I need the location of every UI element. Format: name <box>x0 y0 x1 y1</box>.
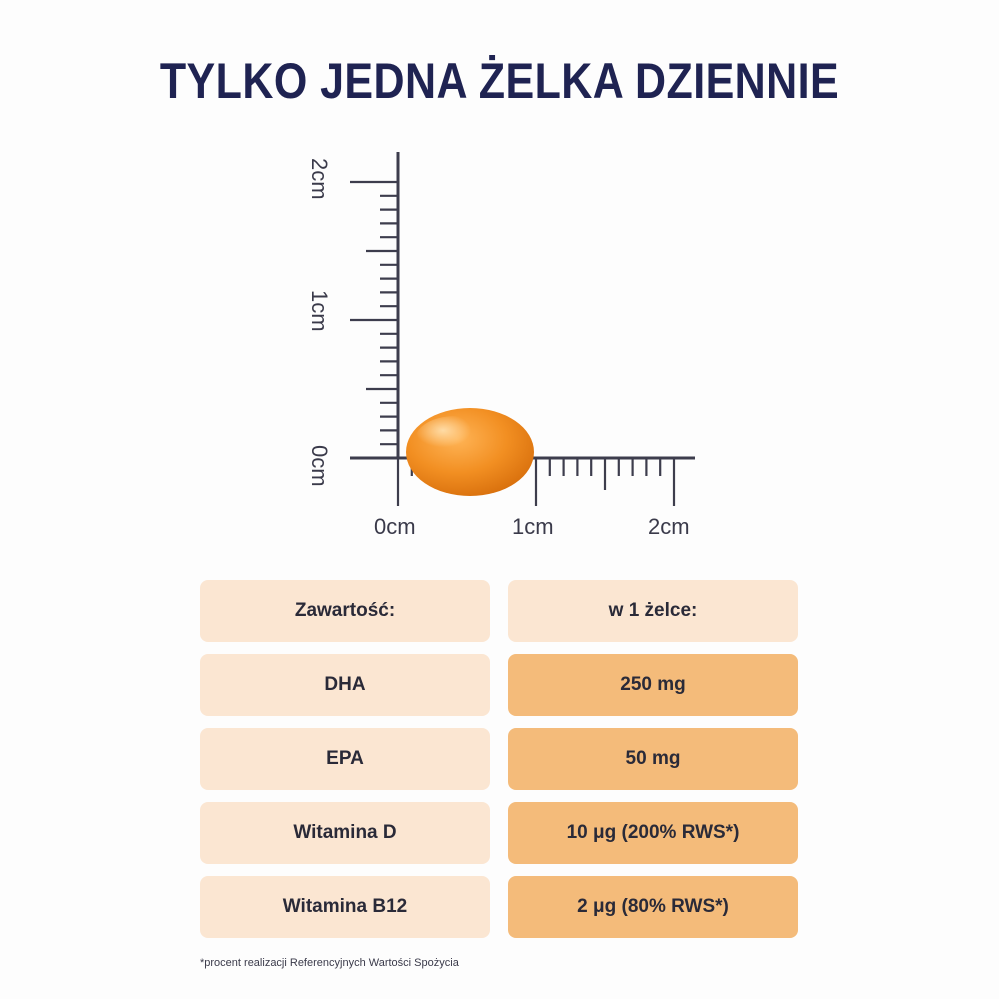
table-row: Witamina B12 2 μg (80% RWS*) <box>200 876 798 938</box>
table-header-row: Zawartość: w 1 żelce: <box>200 580 798 642</box>
row-label-vitamin-b12: Witamina B12 <box>200 876 490 938</box>
ruler-graphic: 2cm 1cm 0cm 0cm 1cm 2cm <box>307 152 695 539</box>
page-title: TYLKO JEDNA ŻELKA DZIENNIE <box>159 53 840 109</box>
table-row: DHA 250 mg <box>200 654 798 716</box>
horizontal-label-2cm: 2cm <box>648 514 690 539</box>
horizontal-label-0cm: 0cm <box>374 514 416 539</box>
table-row: EPA 50 mg <box>200 728 798 790</box>
vertical-label-2cm: 2cm <box>307 158 332 200</box>
header-label-cell: Zawartość: <box>200 580 490 642</box>
gummy-image <box>406 408 534 496</box>
row-value-vitamin-d: 10 μg (200% RWS*) <box>508 802 798 864</box>
header-value-cell: w 1 żelce: <box>508 580 798 642</box>
row-label-epa: EPA <box>200 728 490 790</box>
horizontal-label-1cm: 1cm <box>512 514 554 539</box>
vertical-label-1cm: 1cm <box>307 290 332 332</box>
row-label-vitamin-d: Witamina D <box>200 802 490 864</box>
row-label-dha: DHA <box>200 654 490 716</box>
size-ruler: 2cm 1cm 0cm 0cm 1cm 2cm <box>290 140 730 550</box>
vertical-label-0cm: 0cm <box>307 445 332 487</box>
row-value-vitamin-b12: 2 μg (80% RWS*) <box>508 876 798 938</box>
row-value-dha: 250 mg <box>508 654 798 716</box>
footnote: *procent realizacji Referencyjnych Warto… <box>200 957 459 969</box>
row-value-epa: 50 mg <box>508 728 798 790</box>
table-row: Witamina D 10 μg (200% RWS*) <box>200 802 798 864</box>
nutrition-table: Zawartość: w 1 żelce: DHA 250 mg EPA 50 … <box>200 580 798 950</box>
